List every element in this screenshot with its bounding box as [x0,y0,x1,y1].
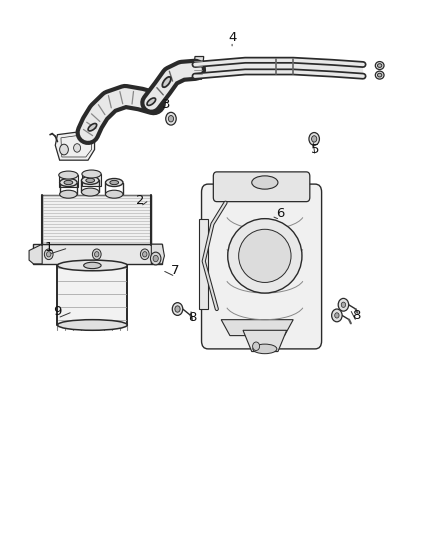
Circle shape [335,313,339,318]
Circle shape [311,136,317,142]
Ellipse shape [86,178,95,182]
Circle shape [44,249,53,260]
Polygon shape [57,265,127,325]
Text: 8: 8 [352,309,361,322]
Ellipse shape [110,180,119,184]
Ellipse shape [88,124,97,131]
Ellipse shape [82,170,101,178]
Ellipse shape [239,229,291,282]
Circle shape [168,116,173,122]
Ellipse shape [106,190,123,198]
Circle shape [74,144,81,152]
Text: 8: 8 [189,311,197,324]
Ellipse shape [106,179,123,187]
Ellipse shape [81,176,99,184]
Ellipse shape [228,219,302,293]
Ellipse shape [375,71,384,79]
Circle shape [60,144,68,155]
Circle shape [309,133,319,146]
Text: 2: 2 [136,193,145,207]
Ellipse shape [60,190,77,198]
Circle shape [332,309,342,322]
Polygon shape [195,60,363,76]
Ellipse shape [64,180,73,184]
Polygon shape [193,56,204,79]
FancyBboxPatch shape [213,172,310,201]
Polygon shape [221,320,293,336]
Circle shape [143,252,147,257]
Circle shape [338,298,349,311]
Ellipse shape [57,260,127,271]
Text: 4: 4 [228,31,236,44]
Ellipse shape [375,62,384,69]
Polygon shape [243,330,287,352]
Polygon shape [199,219,208,309]
Text: 7: 7 [171,264,180,277]
Ellipse shape [162,77,171,87]
Ellipse shape [378,63,382,67]
Ellipse shape [252,176,278,189]
Ellipse shape [147,98,155,106]
Circle shape [341,302,346,308]
Circle shape [141,249,149,260]
FancyBboxPatch shape [201,184,321,349]
Circle shape [175,306,180,312]
Text: 1: 1 [45,241,53,254]
Text: 3: 3 [162,98,171,111]
Bar [33,244,162,264]
Ellipse shape [60,179,77,187]
Circle shape [46,252,51,257]
Bar [82,174,101,185]
Polygon shape [151,244,164,264]
Ellipse shape [253,344,277,354]
Circle shape [172,303,183,316]
Circle shape [150,252,161,265]
Bar [42,195,151,245]
Ellipse shape [84,262,101,269]
Ellipse shape [57,320,127,330]
Ellipse shape [59,171,78,179]
Text: 6: 6 [276,207,284,220]
Text: 9: 9 [53,305,62,318]
Polygon shape [55,131,95,160]
Circle shape [92,249,101,260]
Bar [59,175,78,187]
Text: 5: 5 [311,143,319,156]
Ellipse shape [378,73,382,77]
Circle shape [95,252,99,257]
Polygon shape [29,244,42,264]
Circle shape [153,255,158,262]
Circle shape [166,112,176,125]
Circle shape [253,342,260,351]
Ellipse shape [81,188,99,196]
